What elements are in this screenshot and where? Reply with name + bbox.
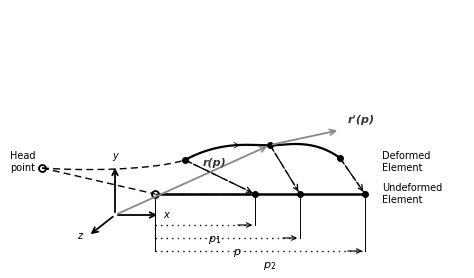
Text: $p_2$: $p_2$: [264, 260, 277, 272]
Text: $p_1$: $p_1$: [209, 234, 222, 246]
Text: Deformed
Element: Deformed Element: [382, 151, 430, 173]
Text: x: x: [163, 210, 169, 220]
Text: $p$: $p$: [233, 247, 242, 259]
Text: Head
point: Head point: [10, 151, 36, 173]
Text: r(p): r(p): [203, 158, 227, 168]
Text: y: y: [112, 151, 118, 161]
Text: Undeformed
Element: Undeformed Element: [382, 183, 442, 205]
Text: z: z: [77, 231, 82, 241]
Text: r'(p): r'(p): [348, 115, 375, 125]
